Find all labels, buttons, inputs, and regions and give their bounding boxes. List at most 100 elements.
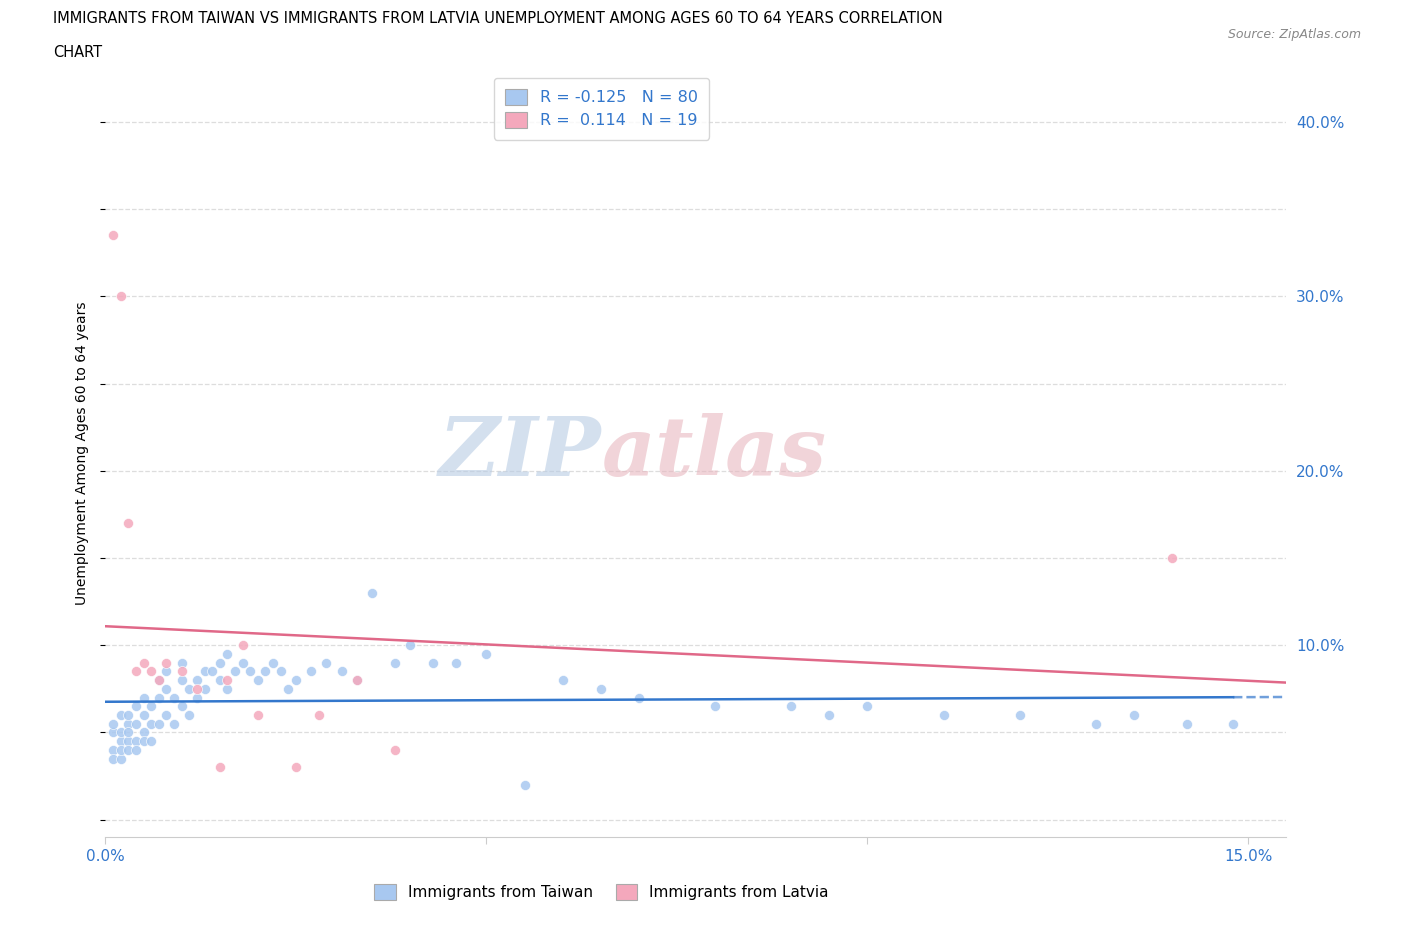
Point (246, 708, 269, 723)
Point (141, 716, 163, 731)
Point (1123, 708, 1146, 723)
Point (193, 664, 215, 679)
Point (330, 664, 353, 679)
Point (170, 656, 193, 671)
Point (117, 725, 139, 740)
Point (217, 646, 239, 661)
Point (299, 664, 322, 679)
Point (1085, 716, 1108, 731)
Point (201, 664, 224, 679)
Point (780, 698, 803, 713)
Point (246, 672, 269, 687)
Point (1008, 708, 1031, 723)
Text: atlas: atlas (602, 413, 827, 494)
Point (399, 638, 422, 653)
Point (125, 742, 148, 757)
Point (132, 708, 155, 723)
Point (186, 672, 208, 687)
Point (110, 734, 132, 749)
Point (384, 656, 406, 671)
Text: ZIP: ZIP (439, 413, 602, 494)
Point (148, 672, 170, 687)
Point (818, 708, 841, 723)
Point (141, 698, 163, 713)
Point (117, 708, 139, 723)
Point (148, 672, 170, 687)
Point (132, 690, 155, 705)
Point (110, 708, 132, 723)
Point (186, 682, 208, 697)
Point (208, 760, 231, 775)
Point (270, 664, 292, 679)
Point (101, 725, 124, 740)
Point (101, 742, 124, 757)
Point (125, 734, 148, 749)
Point (193, 682, 215, 697)
Point (589, 682, 612, 697)
Point (627, 690, 650, 705)
Point (1161, 551, 1184, 565)
Point (361, 586, 384, 601)
Point (170, 698, 193, 713)
Text: IMMIGRANTS FROM TAIWAN VS IMMIGRANTS FROM LATVIA UNEMPLOYMENT AMONG AGES 60 TO 6: IMMIGRANTS FROM TAIWAN VS IMMIGRANTS FRO… (53, 11, 943, 26)
Point (346, 672, 368, 687)
Legend: Immigrants from Taiwan, Immigrants from Latvia: Immigrants from Taiwan, Immigrants from … (368, 878, 835, 906)
Point (1177, 716, 1199, 731)
Point (155, 682, 177, 697)
Point (856, 698, 879, 713)
Point (163, 690, 186, 705)
Point (141, 664, 163, 679)
Point (117, 742, 139, 757)
Point (125, 716, 148, 731)
Point (179, 682, 201, 697)
Point (422, 656, 444, 671)
Point (110, 725, 132, 740)
Point (148, 690, 170, 705)
Point (384, 742, 406, 757)
Point (444, 656, 467, 671)
Point (132, 656, 155, 671)
Point (284, 672, 307, 687)
Point (117, 716, 139, 731)
Point (232, 638, 254, 653)
Point (155, 664, 177, 679)
Point (346, 672, 368, 687)
Point (163, 716, 186, 731)
Point (148, 716, 170, 731)
Point (132, 725, 155, 740)
Point (170, 672, 193, 687)
Point (284, 760, 307, 775)
Point (217, 672, 239, 687)
Point (932, 708, 955, 723)
Point (101, 751, 124, 766)
Point (208, 672, 231, 687)
Point (262, 656, 284, 671)
Point (254, 664, 277, 679)
Y-axis label: Unemployment Among Ages 60 to 64 years: Unemployment Among Ages 60 to 64 years (76, 301, 90, 605)
Point (186, 690, 208, 705)
Point (179, 708, 201, 723)
Point (117, 516, 139, 531)
Point (224, 664, 246, 679)
Point (170, 664, 193, 679)
Point (208, 656, 231, 671)
Point (315, 656, 337, 671)
Point (232, 656, 254, 671)
Point (110, 289, 132, 304)
Point (125, 664, 148, 679)
Point (475, 646, 498, 661)
Point (308, 708, 330, 723)
Point (155, 656, 177, 671)
Point (132, 734, 155, 749)
Point (110, 751, 132, 766)
Point (101, 228, 124, 243)
Point (141, 734, 163, 749)
Text: Source: ZipAtlas.com: Source: ZipAtlas.com (1227, 28, 1361, 41)
Point (277, 682, 299, 697)
Text: CHART: CHART (53, 45, 103, 60)
Point (1222, 716, 1244, 731)
Point (101, 716, 124, 731)
Point (125, 698, 148, 713)
Point (239, 664, 262, 679)
Point (117, 734, 139, 749)
